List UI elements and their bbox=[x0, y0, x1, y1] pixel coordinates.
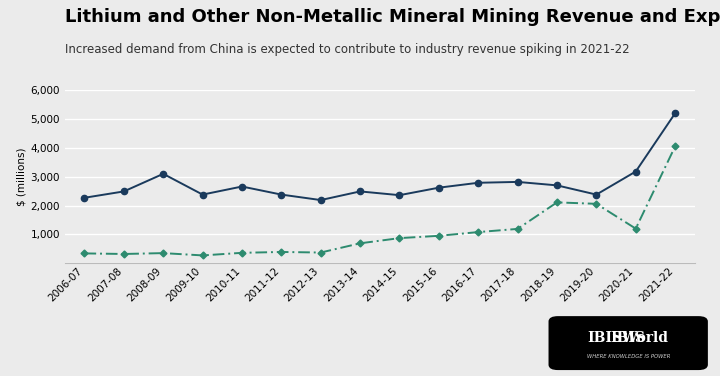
Text: Increased demand from China is expected to contribute to industry revenue spikin: Increased demand from China is expected … bbox=[65, 43, 629, 56]
Text: IBIS: IBIS bbox=[611, 331, 646, 345]
Text: IBISWorld: IBISWorld bbox=[588, 331, 669, 345]
Y-axis label: $ (millions): $ (millions) bbox=[17, 147, 26, 206]
Text: WHERE KNOWLEDGE IS POWER: WHERE KNOWLEDGE IS POWER bbox=[587, 355, 670, 359]
Text: Lithium and Other Non-Metallic Mineral Mining Revenue and Exports: Lithium and Other Non-Metallic Mineral M… bbox=[65, 8, 720, 26]
